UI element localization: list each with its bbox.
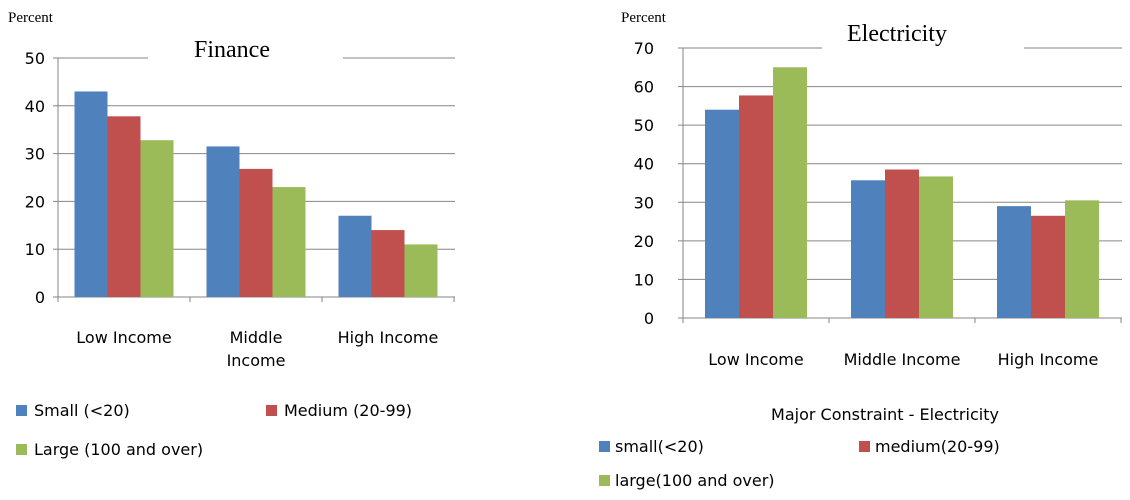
x-tick-label: Income — [227, 351, 286, 370]
y-tick-label: 70 — [634, 39, 654, 58]
chart-title: Finance — [194, 37, 270, 63]
x-tick-label: Middle — [230, 328, 283, 347]
y-tick-label: 40 — [634, 155, 654, 174]
y-tick-label: 40 — [25, 97, 45, 116]
finance-chart: Percent 0 10 20 30 40 50 Finance Low Income Middl… — [8, 10, 455, 459]
legend-swatch — [16, 405, 27, 416]
bar-medium-20-99- — [885, 169, 919, 318]
bar-small-20- — [851, 180, 885, 318]
bar-large-100-and-over- — [773, 67, 807, 319]
y-tick-label: 20 — [634, 232, 654, 251]
bar-medium-20-99- — [107, 116, 141, 297]
legend: Small (<20) Medium (20-99) Large (100 and … — [16, 401, 412, 459]
legend-swatch — [599, 441, 610, 452]
x-tick-label: Low Income — [76, 328, 171, 347]
x-tick-label: High Income — [998, 350, 1099, 369]
y-tick-label: 50 — [634, 116, 654, 135]
bar-medium-20-99- — [739, 95, 773, 318]
x-tick-label: High Income — [338, 328, 439, 347]
bar-small-20- — [338, 215, 372, 297]
bar-small-20- — [997, 206, 1031, 318]
legend-label: Large (100 and over) — [34, 440, 203, 459]
bar-large-100-and-over- — [404, 244, 438, 297]
y-tick-label: 10 — [25, 240, 45, 259]
legend-label: Small (<20) — [34, 401, 130, 420]
bar-small-20- — [74, 91, 108, 298]
y-tick-label: 30 — [634, 193, 654, 212]
legend-swatch — [266, 405, 277, 416]
legend-swatch — [599, 475, 610, 486]
x-tick-label: Low Income — [708, 350, 803, 369]
x-axis-label: Major Constraint - Electricity — [771, 405, 999, 424]
electricity-chart: Percent 0 10 20 30 40 50 60 70 Electricity Low Inc… — [599, 10, 1122, 490]
legend: small(<20) medium(20-99) large(100 and ove… — [599, 437, 1000, 490]
y-tick-label: 50 — [25, 49, 45, 68]
y-axis-label: Percent — [8, 10, 54, 26]
chart-title: Electricity — [847, 21, 947, 47]
bar-large-100-and-over- — [272, 187, 306, 297]
bar-large-100-and-over- — [1065, 200, 1099, 318]
legend-label: medium(20-99) — [875, 437, 1000, 456]
bar-small-20- — [206, 146, 240, 297]
y-tick-label: 0 — [35, 288, 45, 307]
legend-label: Medium (20-99) — [284, 401, 412, 420]
y-tick-label: 30 — [25, 145, 45, 164]
y-tick-label: 10 — [634, 270, 654, 289]
y-tick-label: 60 — [634, 78, 654, 97]
bar-large-100-and-over- — [140, 140, 174, 297]
bar-medium-20-99- — [1031, 215, 1065, 318]
legend-swatch — [16, 444, 27, 455]
y-tick-label: 20 — [25, 192, 45, 211]
legend-swatch — [859, 441, 870, 452]
legend-label: small(<20) — [615, 437, 704, 456]
bar-medium-20-99- — [239, 168, 273, 297]
y-tick-label: 0 — [644, 309, 654, 328]
bar-medium-20-99- — [371, 230, 405, 297]
bar-large-100-and-over- — [919, 176, 953, 318]
x-tick-label: Middle Income — [844, 350, 961, 369]
y-axis-label: Percent — [621, 10, 667, 26]
bar-small-20- — [705, 109, 739, 318]
legend-label: large(100 and over) — [615, 471, 775, 490]
